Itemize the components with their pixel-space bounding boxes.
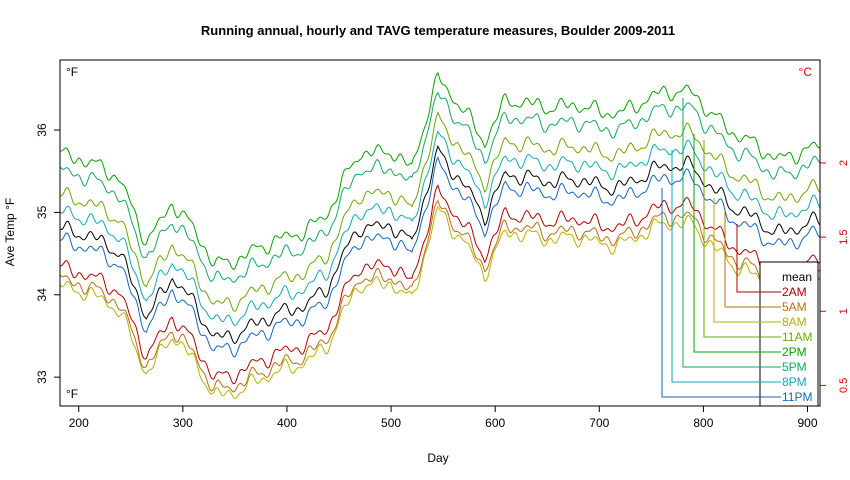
corner-label-top-right: °C: [799, 65, 813, 79]
series-line-5am: [59, 199, 821, 393]
x-tick-label: 900: [797, 416, 817, 430]
legend-label-5am: 5AM: [782, 300, 807, 314]
corner-label-top-left: °F: [66, 65, 78, 79]
celsius-tick-label: 1: [838, 308, 850, 314]
legend-label-2pm: 2PM: [782, 345, 807, 359]
x-tick-label: 400: [277, 416, 297, 430]
chart-title: Running annual, hourly and TAVG temperat…: [201, 23, 675, 38]
legend-label-8pm: 8PM: [782, 375, 807, 389]
legend-leader-11am: [703, 140, 781, 338]
legend-label-11pm: 11PM: [782, 390, 812, 404]
legend-leader-8am: [713, 198, 781, 323]
x-axis-label: Day: [427, 451, 448, 465]
legend-leader-2pm: [693, 134, 781, 353]
y-axis-label: Ave Temp °F: [3, 198, 17, 266]
legend-label-2am: 2AM: [782, 285, 807, 299]
x-tick-label: 500: [381, 416, 401, 430]
legend-label-8am: 8AM: [782, 315, 807, 329]
celsius-tick-label: 2: [838, 160, 850, 166]
series-line-11am: [59, 111, 821, 312]
series-line-8pm: [59, 130, 821, 327]
corner-label-bottom-left: °F: [66, 387, 78, 401]
series-line-2am: [59, 184, 820, 385]
celsius-tick-label: 0.5: [838, 378, 850, 393]
x-axis: 200 300 400 500 600 700 800 900: [69, 406, 818, 430]
series-line-2pm: [59, 71, 820, 270]
series-layer: [59, 71, 821, 400]
legend-leader-5pm: [682, 98, 781, 368]
y-tick-label: 34: [35, 288, 49, 302]
series-line-11pm: [60, 156, 821, 358]
series-line-8am: [59, 205, 821, 400]
series-line-5pm: [59, 91, 821, 283]
x-tick-label: 300: [173, 416, 193, 430]
x-tick-label: 200: [69, 416, 89, 430]
celsius-tick-label: 1.5: [838, 229, 850, 244]
legend-label-5pm: 5PM: [782, 360, 807, 374]
y-tick-label: 33: [35, 370, 49, 384]
y-axis-fahrenheit: 33 34 35 36: [35, 123, 60, 384]
series-line-mean: [59, 145, 821, 345]
x-tick-label: 700: [589, 416, 609, 430]
legend-title: mean: [782, 270, 812, 284]
legend-leader-8pm: [671, 150, 781, 383]
x-tick-label: 800: [693, 416, 713, 430]
legend-leader-11pm: [661, 188, 781, 398]
y-tick-label: 35: [35, 205, 49, 219]
y-axis-celsius: 0.5 1 1.5 2: [820, 160, 850, 393]
x-tick-label: 600: [485, 416, 505, 430]
y-tick-label: 36: [35, 123, 49, 137]
legend-label-11am: 11AM: [782, 330, 812, 344]
plot-frame: [59, 59, 821, 407]
